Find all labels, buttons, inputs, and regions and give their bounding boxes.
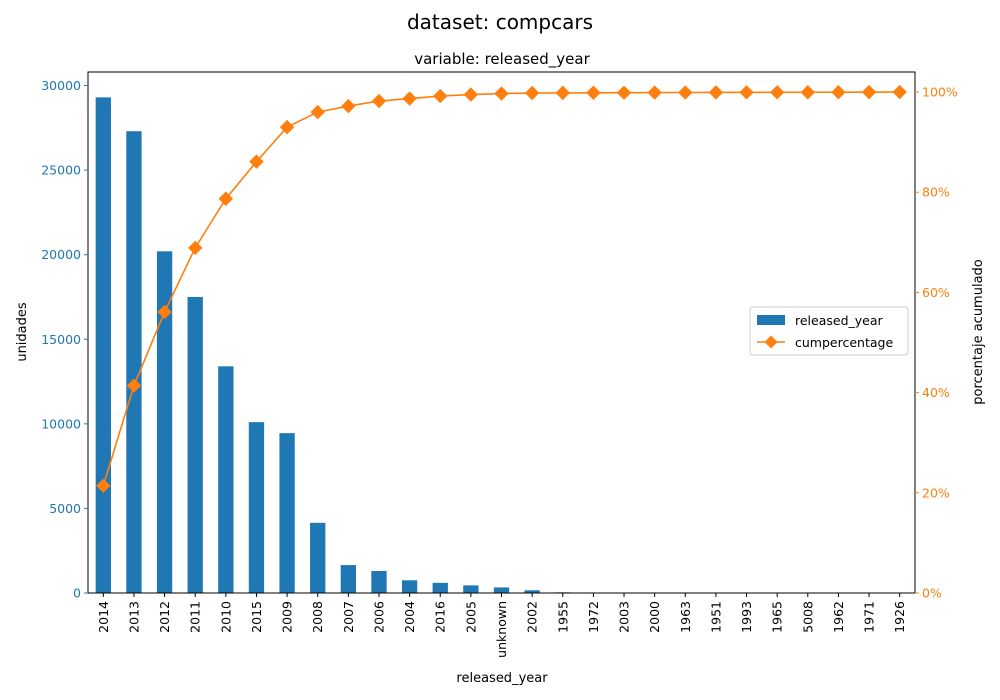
x-tick-label-2009: 2009 <box>280 601 295 633</box>
right-y-tick-label: 20% <box>922 485 950 500</box>
bar-2014 <box>95 97 111 593</box>
x-tick-label-2014: 2014 <box>96 601 111 633</box>
bar-2010 <box>218 366 234 593</box>
legend-box <box>749 306 909 356</box>
x-tick-label-2003: 2003 <box>617 601 632 633</box>
cumpercentage-point-2012 <box>157 304 172 320</box>
x-tick-label-1965: 1965 <box>770 601 785 633</box>
bar-2002 <box>524 590 540 593</box>
x-tick-label-1993: 1993 <box>739 601 754 633</box>
bar-2005 <box>463 585 479 593</box>
bar-2012 <box>156 251 173 594</box>
cumpercentage-point-2009 <box>279 119 295 135</box>
x-tick-label-1926: 1926 <box>892 601 907 633</box>
cumpercentage-point-1965 <box>769 85 785 100</box>
bar-2004 <box>401 580 418 593</box>
right-y-tick-label: 80% <box>922 185 950 200</box>
x-tick-label-2015: 2015 <box>249 601 264 633</box>
x-tick-label-5008: 5008 <box>800 601 815 633</box>
x-tick-label-2016: 2016 <box>433 601 448 633</box>
right-y-tick-label: 100% <box>922 85 958 100</box>
x-tick-label-2011: 2011 <box>188 601 203 633</box>
x-tick-label-1971: 1971 <box>862 601 877 633</box>
left-y-tick-label: 5000 <box>49 501 81 516</box>
cumpercentage-point-2007 <box>341 98 356 114</box>
bar-2011 <box>187 296 203 593</box>
x-tick-label-2013: 2013 <box>126 601 141 633</box>
x-tick-label-2002: 2002 <box>525 601 540 633</box>
left-y-tick-label: 30000 <box>41 78 81 93</box>
legend-swatch-cumpercentage-marker <box>764 335 778 349</box>
left-y-tick-label: 10000 <box>41 416 81 431</box>
x-axis-label: released_year <box>456 671 548 686</box>
x-tick-label-1963: 1963 <box>678 601 693 633</box>
legend-label-released-year: released_year <box>795 313 884 328</box>
cumpercentage-point-2014 <box>96 478 111 494</box>
left-y-tick-label: 15000 <box>41 332 81 347</box>
bar-2008 <box>310 522 326 593</box>
cumpercentage-point-1993 <box>739 85 754 100</box>
x-tick-label-2000: 2000 <box>647 601 662 633</box>
cumpercentage-point-1963 <box>678 85 693 100</box>
x-tick-label-2008: 2008 <box>310 601 325 633</box>
x-tick-label-2010: 2010 <box>218 601 233 633</box>
bar-2006 <box>371 571 387 593</box>
cumpercentage-point-2010 <box>218 191 234 206</box>
left-y-tick-label: 25000 <box>41 163 81 178</box>
cumpercentage-point-2000 <box>647 85 662 100</box>
right-y-axis-label: porcentaje acumulado <box>971 259 986 405</box>
cumpercentage-point-1962 <box>831 84 846 100</box>
cumpercentage-point-2008 <box>310 104 325 120</box>
legend: released_year cumpercentage <box>749 306 909 356</box>
chart-title: variable: released_year <box>414 50 590 69</box>
cumpercentage-point-2004 <box>402 91 417 106</box>
cumpercentage-point-1926 <box>892 84 907 100</box>
cumpercentage-point-1955 <box>555 85 570 101</box>
bar-2007 <box>340 565 357 593</box>
cumpercentage-point-1972 <box>586 85 601 100</box>
bar-2015 <box>248 422 265 593</box>
bar-2016 <box>432 582 448 593</box>
cumpercentage-point-2005 <box>463 87 479 102</box>
legend-label-cumpercentage: cumpercentage <box>795 335 893 350</box>
left-y-axis-label: unidades <box>15 302 30 362</box>
x-tick-label-1962: 1962 <box>831 601 846 633</box>
x-tick-label-2004: 2004 <box>402 601 417 633</box>
x-tick-label-1955: 1955 <box>555 601 570 633</box>
cumpercentage-point-1971 <box>861 84 877 100</box>
x-tick-label-2005: 2005 <box>463 601 478 633</box>
bar-2009 <box>279 433 295 593</box>
cumpercentage-point-2015 <box>249 154 264 169</box>
x-tick-label-2006: 2006 <box>371 601 386 633</box>
left-y-tick-label: 20000 <box>41 247 81 262</box>
bar-unknown <box>493 587 510 593</box>
right-y-tick-label: 60% <box>922 285 950 300</box>
cumpercentage-point-2006 <box>371 93 387 109</box>
cumpercentage-point-1951 <box>708 85 724 100</box>
right-y-tick-label: 0% <box>922 586 942 601</box>
cumpercentage-point-2002 <box>524 85 540 101</box>
x-tick-label-2012: 2012 <box>157 601 172 633</box>
left-y-tick-label: 0 <box>73 586 81 601</box>
x-tick-label-1972: 1972 <box>586 601 601 633</box>
cumpercentage-point-2016 <box>433 88 448 104</box>
x-tick-label-1951: 1951 <box>708 601 723 633</box>
right-y-tick-label: 40% <box>922 385 950 400</box>
legend-swatch-released-year <box>757 315 785 325</box>
x-tick-label-2007: 2007 <box>341 601 356 633</box>
cumpercentage-point-unknown <box>494 86 509 101</box>
bar-2013 <box>126 131 142 594</box>
cumpercentage-point-2013 <box>126 378 142 393</box>
cumpercentage-point-2003 <box>616 85 632 100</box>
cumpercentage-point-5008 <box>800 85 816 100</box>
x-tick-label-unknown: unknown <box>494 601 509 658</box>
cumpercentage-point-2011 <box>187 240 203 256</box>
figure-suptitle: dataset: compcars <box>407 10 593 34</box>
